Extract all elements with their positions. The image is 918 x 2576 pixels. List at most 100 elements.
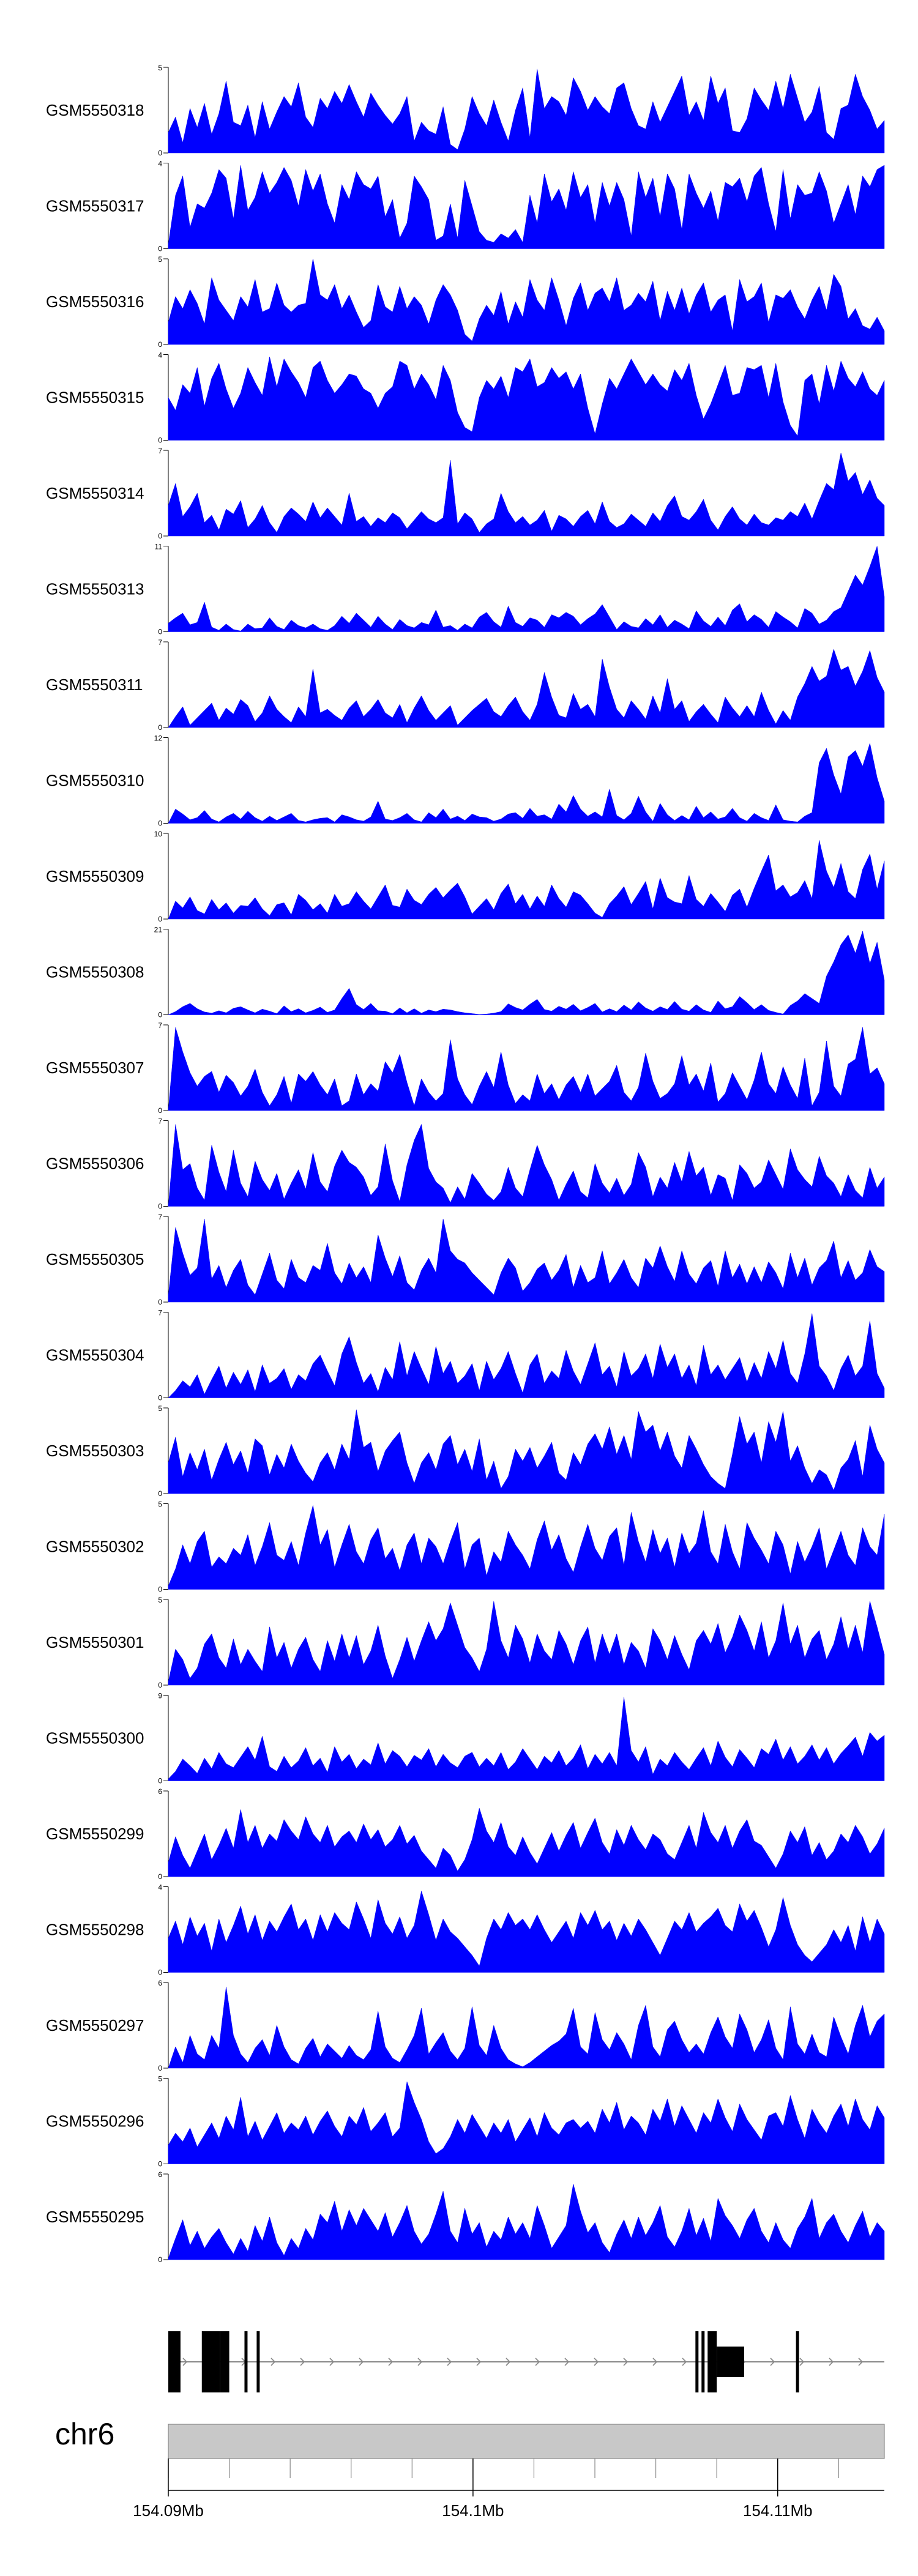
track-label: GSM5550306: [46, 1155, 144, 1173]
genomic-axis: 154.09Mb 154.1Mb 154.11Mb: [133, 2459, 884, 2520]
y-min-label: 0: [158, 2160, 162, 2168]
signal-area: [168, 165, 885, 249]
track-label: GSM5550314: [46, 484, 144, 502]
track-GSM5550308: GSM5550308 21 0: [46, 926, 885, 1019]
strand-arrow: [799, 2358, 805, 2366]
strand-arrow: [329, 2358, 335, 2366]
y-max-label: 4: [158, 351, 162, 360]
track-label: GSM5550313: [46, 580, 144, 598]
y-max-label: 7: [158, 447, 162, 455]
exon: [168, 2331, 181, 2392]
track-GSM5550303: GSM5550303 5 0: [46, 1404, 885, 1498]
track-GSM5550297: GSM5550297 6 0: [46, 1979, 885, 2072]
y-min-label: 0: [158, 1298, 162, 1306]
y-max-label: 5: [158, 2075, 162, 2083]
track-label: GSM5550304: [46, 1346, 144, 1364]
y-min-label: 0: [158, 2064, 162, 2072]
x-tick-label: 154.09Mb: [133, 2501, 204, 2520]
track-label: GSM5550303: [46, 1442, 144, 1460]
track-label: GSM5550298: [46, 1921, 144, 1939]
strand-arrow: [417, 2358, 423, 2366]
y-max-label: 5: [158, 1404, 162, 1413]
y-max-label: 4: [158, 1883, 162, 1892]
track-GSM5550306: GSM5550306 7 0: [46, 1117, 885, 1211]
track-GSM5550317: GSM5550317 4 0: [46, 160, 885, 253]
x-tick-label: 154.11Mb: [743, 2501, 813, 2520]
signal-area: [168, 1313, 885, 1398]
track-label: GSM5550295: [46, 2208, 144, 2226]
y-max-label: 5: [158, 1500, 162, 1509]
track-GSM5550307: GSM5550307 7 0: [46, 1021, 885, 1115]
y-max-label: 5: [158, 64, 162, 72]
track-label: GSM5550308: [46, 963, 144, 981]
strand-arrow: [300, 2358, 305, 2366]
y-min-label: 0: [158, 340, 162, 349]
track-label: GSM5550299: [46, 1825, 144, 1843]
y-max-label: 6: [158, 1787, 162, 1796]
signal-area: [168, 1986, 885, 2069]
exon: [701, 2331, 705, 2392]
x-tick-label: 154.1Mb: [442, 2501, 504, 2520]
chromosome-ideogram: chr6: [55, 2417, 885, 2459]
signal-area: [168, 1601, 885, 1686]
track-label: GSM5550309: [46, 867, 144, 885]
exon: [707, 2331, 717, 2392]
track-label: GSM5550296: [46, 2112, 144, 2131]
strand-arrow: [858, 2358, 864, 2366]
signal-area: [168, 1123, 885, 1207]
y-max-label: 6: [158, 2170, 162, 2179]
y-min-label: 0: [158, 1011, 162, 1019]
signal-tracks: GSM555031850GSM555031740GSM555031650GSM5…: [46, 64, 885, 2264]
y-min-label: 0: [158, 532, 162, 540]
y-min-label: 0: [158, 915, 162, 923]
track-label: GSM5550302: [46, 1538, 144, 1556]
track-label: GSM5550311: [46, 676, 143, 694]
signal-area: [168, 840, 885, 920]
signal-area: [168, 1505, 885, 1590]
strand-arrow: [447, 2358, 452, 2366]
y-max-label: 9: [158, 1692, 162, 1700]
strand-arrow: [535, 2358, 540, 2366]
strand-arrow: [476, 2358, 482, 2366]
signal-area: [168, 2082, 885, 2164]
y-max-label: 4: [158, 160, 162, 168]
track-GSM5550295: GSM5550295 6 0: [46, 2170, 885, 2264]
signal-area: [168, 452, 885, 537]
y-min-label: 0: [158, 149, 162, 157]
track-GSM5550313: GSM5550313 11 0: [46, 543, 885, 636]
track-GSM5550305: GSM5550305 7 0: [46, 1213, 885, 1306]
track-label: GSM5550305: [46, 1250, 144, 1268]
strand-arrow: [829, 2358, 834, 2366]
y-min-label: 0: [158, 1106, 162, 1115]
signal-area: [168, 930, 885, 1015]
track-GSM5550300: GSM5550300 9 0: [46, 1692, 885, 1785]
y-max-label: 7: [158, 1117, 162, 1126]
track-GSM5550296: GSM5550296 5 0: [46, 2075, 885, 2168]
y-max-label: 5: [158, 1596, 162, 1604]
y-min-label: 0: [158, 1394, 162, 1402]
y-max-label: 12: [154, 734, 163, 743]
y-max-label: 7: [158, 1021, 162, 1030]
strand-arrow: [388, 2358, 394, 2366]
track-label: GSM5550316: [46, 292, 144, 311]
track-GSM5550318: GSM5550318 5 0: [46, 64, 885, 157]
track-GSM5550314: GSM5550314 7 0: [46, 447, 885, 540]
signal-area: [168, 356, 885, 441]
y-min-label: 0: [158, 1968, 162, 1977]
signal-area: [168, 1807, 885, 1877]
track-GSM5550309: GSM5550309 10 0: [46, 830, 885, 923]
strand-arrow: [682, 2358, 687, 2366]
signal-area: [168, 1027, 885, 1111]
track-label: GSM5550315: [46, 389, 144, 407]
strand-arrow: [564, 2358, 570, 2366]
signal-area: [168, 2184, 885, 2260]
y-max-label: 11: [155, 543, 163, 551]
exon: [220, 2331, 230, 2392]
track-label: GSM5550318: [46, 101, 144, 119]
y-min-label: 0: [158, 2255, 162, 2264]
gene-model-track: [168, 2331, 884, 2392]
y-min-label: 0: [158, 1489, 162, 1498]
track-label: GSM5550317: [46, 197, 144, 215]
y-min-label: 0: [158, 245, 162, 253]
signal-area: [168, 1218, 885, 1303]
